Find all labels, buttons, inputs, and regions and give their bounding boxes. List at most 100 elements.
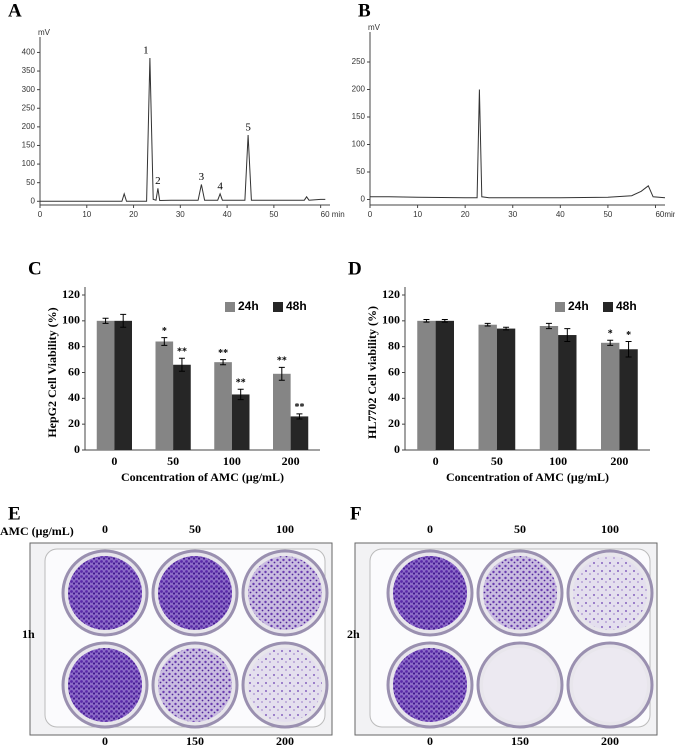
significance: **: [294, 402, 304, 413]
legend-swatch: [555, 302, 565, 312]
y-tick-label: 100: [62, 313, 80, 327]
axis-label: AMC (μg/mL): [0, 524, 74, 538]
chromatogram-line: [40, 57, 326, 202]
y-tick-label: 20: [388, 416, 400, 430]
y-tick-label: 60: [68, 364, 80, 378]
well-stain: [158, 556, 232, 630]
bar: [114, 320, 132, 450]
peak-label: 4: [217, 180, 223, 192]
panel-label: C: [28, 258, 42, 279]
panel-label: B: [358, 0, 371, 21]
column-label: 200: [276, 734, 294, 748]
x-tick-label: 40: [223, 210, 232, 219]
y-tick-label: 200: [22, 122, 36, 131]
error-bar: [102, 317, 109, 324]
x-tick-label: 30: [508, 210, 517, 219]
column-label: 100: [276, 522, 294, 536]
error-bar: [296, 413, 303, 420]
column-label: 150: [511, 734, 529, 748]
x-tick-label: 0: [38, 210, 43, 219]
well-stain: [68, 556, 142, 630]
error-bar: [237, 388, 244, 401]
well-stain: [68, 648, 142, 722]
bar: [290, 416, 309, 450]
row-label: 2h: [347, 627, 360, 641]
error-bar: [220, 359, 227, 366]
error-bar: [545, 322, 552, 330]
x-tick-label: 60 min: [321, 210, 345, 219]
x-tick-label: 10: [413, 210, 422, 219]
significance: *: [162, 326, 167, 337]
y-tick-label: 200: [352, 85, 366, 94]
significance: **: [218, 348, 228, 359]
well-stain: [393, 648, 467, 722]
x-tick-label: 200: [282, 454, 300, 468]
column-label: 150: [186, 734, 204, 748]
error-bar: [423, 319, 430, 323]
column-label: 50: [189, 522, 201, 536]
y-tick-label: 120: [62, 287, 80, 301]
well-stain: [573, 648, 647, 722]
error-bar: [503, 326, 510, 331]
y-tick-label: 350: [22, 66, 36, 75]
y-tick-label: 40: [68, 390, 80, 404]
x-tick-label: 0: [368, 210, 373, 219]
peak-label: 3: [199, 171, 205, 183]
x-tick-label: 20: [461, 210, 470, 219]
panel-label: F: [350, 503, 362, 524]
peak-label: 1: [143, 45, 149, 57]
x-tick-label: 50: [491, 454, 503, 468]
legend-swatch: [603, 302, 613, 312]
significance: *: [626, 330, 631, 341]
bar: [558, 335, 577, 450]
column-label: 50: [514, 522, 526, 536]
y-tick-label: 0: [361, 195, 366, 204]
x-tick-label: 50: [269, 210, 278, 219]
bar: [214, 362, 232, 450]
y-tick-label: 250: [352, 57, 366, 66]
y-tick-label: 250: [22, 103, 36, 112]
bar: [496, 328, 516, 450]
y-tick-label: 80: [68, 338, 80, 352]
y-tick-label: 0: [74, 442, 80, 456]
error-bar: [625, 341, 632, 358]
legend-swatch: [273, 302, 283, 312]
error-bar: [120, 313, 127, 328]
error-bar: [178, 357, 185, 372]
column-label: 0: [102, 522, 108, 536]
x-tick-label: 20: [129, 210, 138, 219]
error-bar: [607, 339, 614, 346]
x-tick-label: 50: [603, 210, 612, 219]
panel-label: D: [348, 258, 362, 279]
bar: [539, 326, 559, 450]
y-tick-label: 0: [394, 442, 400, 456]
bar: [155, 341, 174, 450]
peak-label: 2: [155, 175, 161, 187]
column-label: 0: [427, 522, 433, 536]
y-tick-label: 400: [22, 48, 36, 57]
x-tick-label: 10: [82, 210, 91, 219]
legend-label: 48h: [286, 299, 307, 313]
column-label: 0: [102, 734, 108, 748]
error-bar: [441, 319, 448, 323]
y-tick-label: 100: [352, 140, 366, 149]
well-stain: [393, 556, 467, 630]
legend-label: 48h: [616, 299, 637, 313]
error-bar: [484, 322, 491, 327]
y-tick-label: 150: [352, 112, 366, 121]
well-stain: [483, 648, 557, 722]
y-tick-label: 40: [388, 390, 400, 404]
y-tick-label: 100: [382, 313, 400, 327]
panel-label: E: [8, 503, 21, 524]
x-tick-label: 100: [223, 454, 241, 468]
bar: [619, 349, 638, 450]
y-axis-label: HepG2 Cell Viability (%): [45, 307, 59, 437]
y-tick-label: 20: [68, 416, 80, 430]
x-tick-label: 50: [167, 454, 179, 468]
x-tick-label: 40: [556, 210, 565, 219]
well-stain: [248, 556, 322, 630]
legend-label: 24h: [568, 299, 589, 313]
well-stain: [573, 556, 647, 630]
y-tick-label: 50: [26, 178, 35, 187]
